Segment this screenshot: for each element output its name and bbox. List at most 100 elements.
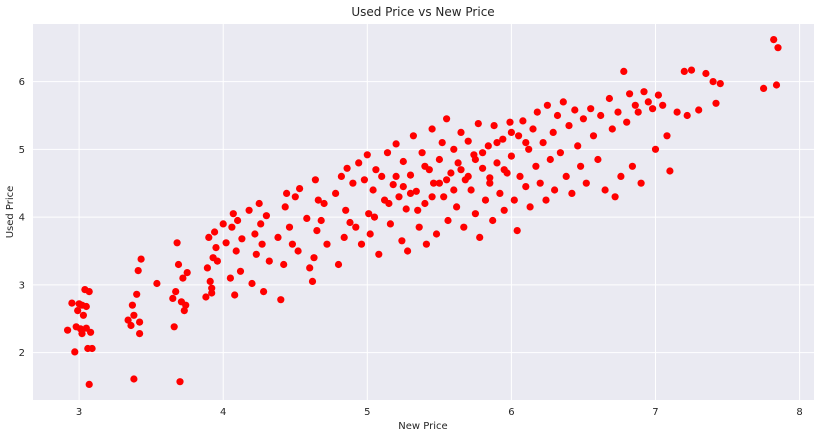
data-point [340, 233, 348, 241]
data-point [597, 111, 605, 120]
data-point [365, 210, 373, 218]
x-tick-label: 8 [796, 407, 802, 418]
data-point [716, 80, 724, 88]
data-point [406, 189, 415, 197]
data-point [137, 255, 145, 263]
y-tick-label: 3 [19, 280, 25, 291]
data-point [532, 162, 540, 170]
data-point [649, 105, 657, 113]
data-point [313, 227, 321, 235]
data-point [127, 321, 135, 330]
data-point [136, 330, 144, 338]
data-point [303, 214, 311, 222]
data-point [404, 247, 412, 255]
x-tick-label: 7 [652, 407, 658, 418]
data-point [317, 216, 325, 225]
data-point [683, 111, 691, 120]
data-point [631, 101, 639, 109]
data-point [430, 179, 438, 187]
data-point [205, 233, 213, 241]
data-point [334, 260, 343, 269]
data-point [392, 172, 400, 180]
data-point [454, 159, 462, 167]
data-point [228, 223, 236, 231]
data-point [525, 145, 533, 153]
data-point [415, 223, 423, 231]
data-point [687, 66, 696, 74]
data-point [283, 189, 291, 197]
data-point [499, 135, 507, 143]
data-point [369, 186, 377, 194]
data-point [291, 193, 299, 201]
data-point [398, 237, 406, 245]
data-point [493, 139, 501, 147]
data-point [87, 328, 95, 336]
data-point [176, 378, 184, 386]
data-point [474, 120, 482, 128]
data-point [392, 140, 400, 148]
data-points [64, 36, 782, 388]
y-tick-label: 2 [19, 348, 25, 359]
data-point [406, 171, 415, 179]
data-point [386, 220, 394, 228]
data-point [265, 257, 273, 265]
data-point [85, 288, 93, 296]
data-point [553, 111, 562, 120]
data-point [409, 132, 417, 140]
data-point [486, 179, 494, 187]
data-point [464, 172, 472, 180]
data-point [238, 235, 246, 243]
data-point [654, 91, 663, 99]
data-point [231, 291, 239, 299]
data-point [444, 216, 452, 225]
data-point [78, 330, 86, 338]
data-point [180, 307, 188, 315]
data-point [522, 139, 530, 147]
data-point [308, 277, 317, 285]
data-point [71, 348, 79, 356]
data-point [529, 125, 537, 133]
data-point [680, 67, 688, 75]
data-point [251, 230, 259, 238]
x-tick-label: 4 [220, 407, 226, 418]
data-point [288, 240, 296, 248]
data-point [522, 183, 530, 191]
data-point [453, 203, 461, 211]
data-point [128, 301, 136, 309]
data-point [774, 44, 782, 52]
data-point [343, 164, 351, 172]
data-point [79, 311, 87, 319]
data-point [74, 307, 82, 315]
data-point [255, 199, 263, 208]
data-point [212, 244, 220, 252]
y-tick-label: 5 [19, 145, 25, 156]
data-point [372, 166, 380, 174]
data-point [640, 88, 648, 96]
data-point [366, 230, 374, 238]
data-point [614, 108, 622, 116]
data-point [229, 210, 237, 218]
data-point [68, 299, 76, 307]
data-point [383, 149, 392, 157]
y-axis-label: Used Price [5, 186, 16, 239]
data-point [234, 216, 242, 225]
data-point [78, 301, 86, 309]
data-point [206, 277, 214, 285]
data-point [412, 187, 420, 195]
data-point [355, 159, 363, 167]
data-point [395, 193, 403, 201]
data-point [202, 293, 210, 301]
data-point [651, 145, 660, 153]
data-point [608, 125, 616, 133]
data-point [346, 218, 354, 227]
data-point [414, 206, 422, 214]
x-tick-label: 6 [508, 407, 514, 418]
y-tick-label: 6 [19, 77, 25, 88]
data-point [589, 132, 598, 140]
data-point [712, 99, 720, 107]
data-point [262, 212, 270, 220]
data-point [88, 344, 96, 353]
x-tick-label: 3 [76, 407, 82, 418]
data-point [471, 155, 479, 164]
data-point [222, 239, 230, 247]
